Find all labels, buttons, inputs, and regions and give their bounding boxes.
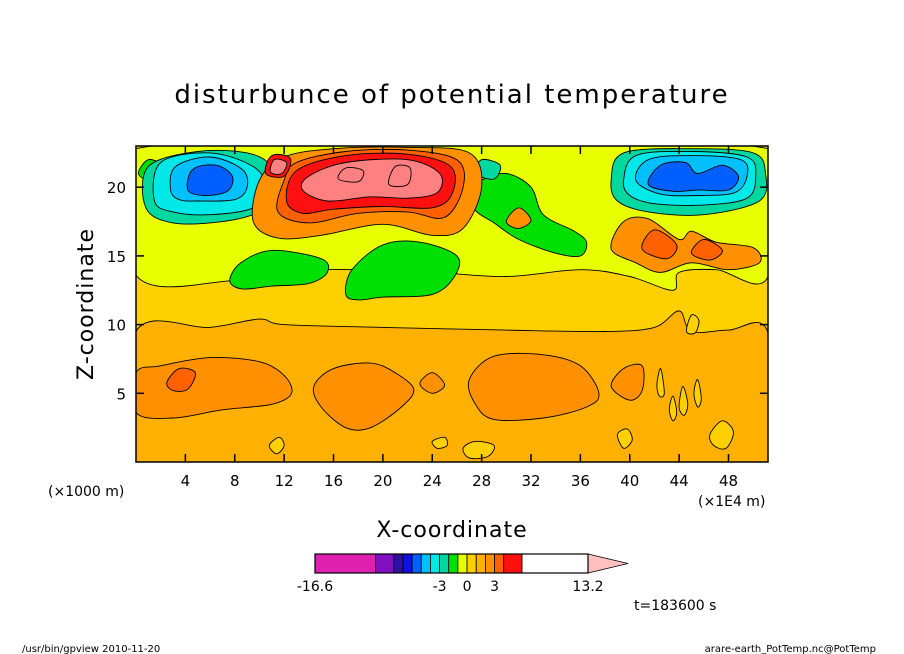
colorbar-label: -16.6 <box>297 579 333 595</box>
colorbar-segment <box>457 553 468 574</box>
colorbar-segment <box>402 553 413 574</box>
x-tick-label: 40 <box>620 472 639 490</box>
footer-left: /usr/bin/gpview 2010-11-20 <box>22 644 160 654</box>
colorbar-segment <box>411 553 422 574</box>
contour-region-42 <box>388 164 412 188</box>
contour-region-8 <box>268 436 285 455</box>
contour-region-33 <box>505 207 532 229</box>
y-tick-label: 5 <box>116 385 126 403</box>
colorbar-segment <box>503 553 523 574</box>
x-tick-label: 4 <box>181 472 191 490</box>
x-tick-label: 12 <box>275 472 294 490</box>
x-tick-label: 32 <box>521 472 540 490</box>
contour-region-6 <box>610 363 645 401</box>
colorbar: -16.6 -3 0 3 13.2 <box>297 553 629 595</box>
contour-region-15 <box>693 379 702 408</box>
x-tick-label: 24 <box>423 472 442 490</box>
contour-region-3 <box>312 362 415 431</box>
colorbar-segment <box>484 553 495 574</box>
colorbar-segment <box>448 553 459 574</box>
contour-region-10 <box>462 440 495 460</box>
x-tick-label: 28 <box>472 472 491 490</box>
time-label: t=183600 s <box>634 598 716 614</box>
x-unit-label: (×1E4 m) <box>698 494 765 510</box>
colorbar-label: 3 <box>490 579 499 595</box>
contour-region-40 <box>269 158 288 175</box>
colorbar-segment <box>466 553 477 574</box>
x-axis-ticks: 4 8 12 16 20 24 28 32 36 40 44 48 <box>181 146 738 490</box>
colorbar-segment <box>393 553 404 574</box>
contour-regions <box>136 146 768 462</box>
contour-region-30 <box>647 161 739 192</box>
y-tick-label: 10 <box>107 317 126 335</box>
contour-region-16 <box>668 395 678 422</box>
contour-region-32 <box>610 216 762 273</box>
contour-region-19 <box>345 240 461 301</box>
colorbar-label: 0 <box>463 579 472 595</box>
y-tick-label: 20 <box>107 179 126 197</box>
y-axis-label: Z-coordinate <box>74 228 99 380</box>
contour-region-12 <box>709 420 734 450</box>
colorbar-segment <box>420 553 431 574</box>
contour-region-17 <box>686 314 700 335</box>
contour-region-7 <box>166 367 196 392</box>
contour-region-18 <box>229 249 330 290</box>
plot-area <box>136 146 768 462</box>
x-tick-label: 48 <box>719 472 738 490</box>
colorbar-segment <box>430 553 440 574</box>
x-tick-label: 20 <box>373 472 392 490</box>
contour-region-41 <box>337 167 365 183</box>
contour-region-14 <box>678 385 689 416</box>
contour-region-11 <box>616 428 633 449</box>
colorbar-segment <box>375 553 395 574</box>
y-axis-ticks: 5 10 15 20 <box>107 179 768 403</box>
contour-region-29 <box>186 164 234 196</box>
x-tick-label: 44 <box>670 472 689 490</box>
chart-title: disturbunce of potential temperature <box>174 80 729 110</box>
contour-region-4 <box>467 352 600 421</box>
contour-region-1 <box>136 310 768 462</box>
x-tick-label: 36 <box>571 472 590 490</box>
contour-region-9 <box>431 436 449 449</box>
footer-right: arare-earth_PotTemp.nc@PotTemp <box>705 644 876 654</box>
colorbar-segment <box>439 553 450 574</box>
y-tick-label: 15 <box>107 248 126 266</box>
contour-region-13 <box>656 368 665 398</box>
colorbar-frame <box>314 553 589 574</box>
colorbar-label: 13.2 <box>572 579 603 595</box>
x-tick-label: 16 <box>324 472 343 490</box>
contour-region-35 <box>641 229 678 260</box>
x-axis-label: X-coordinate <box>376 518 527 543</box>
colorbar-segment <box>314 553 376 574</box>
colorbar-label: -3 <box>433 579 447 595</box>
plot-frame <box>135 145 769 463</box>
colorbar-extension-arrow <box>587 553 629 574</box>
colorbar-segment <box>475 553 486 574</box>
colorbar-segment <box>494 553 505 574</box>
contour-region-5 <box>419 372 446 394</box>
contour-region-36 <box>691 238 723 261</box>
y-unit-label: (×1000 m) <box>48 484 124 500</box>
x-tick-label: 8 <box>230 472 240 490</box>
